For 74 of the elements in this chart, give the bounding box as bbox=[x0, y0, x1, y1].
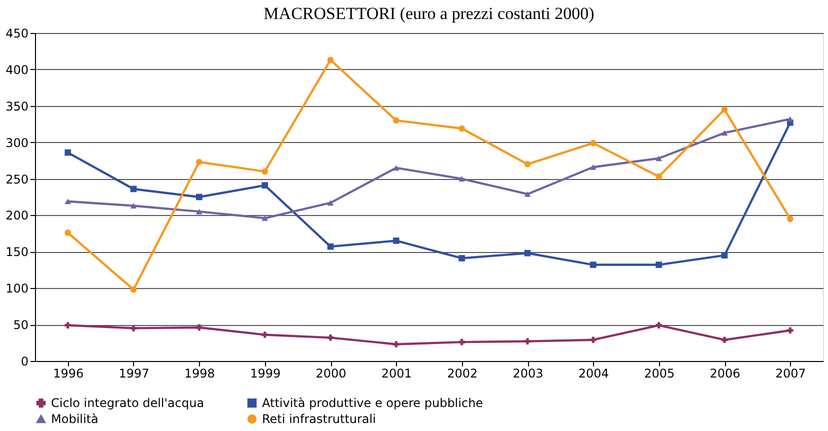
point bbox=[262, 182, 268, 188]
x-tick-label: 2003 bbox=[512, 366, 544, 380]
x-tick-label: 1996 bbox=[53, 366, 84, 380]
point bbox=[524, 191, 531, 197]
y-tick-label: 300 bbox=[6, 136, 28, 150]
x-tick-label: 2007 bbox=[775, 366, 806, 380]
point bbox=[590, 164, 596, 170]
y-tick-label: 200 bbox=[6, 208, 28, 223]
point bbox=[656, 156, 662, 162]
point bbox=[327, 56, 334, 64]
x-tick-label: 1997 bbox=[118, 366, 150, 380]
point bbox=[458, 176, 465, 182]
y-tick-label: 450 bbox=[6, 26, 28, 40]
chart-title: MACROSETTORI (euro a prezzi costanti 2000) bbox=[264, 4, 594, 23]
point bbox=[787, 116, 794, 122]
point bbox=[458, 255, 465, 262]
y-tick-label: 0 bbox=[20, 354, 28, 368]
point bbox=[524, 161, 531, 168]
point bbox=[393, 165, 400, 171]
point bbox=[721, 252, 728, 258]
point bbox=[458, 125, 465, 132]
point bbox=[524, 338, 531, 344]
point bbox=[590, 262, 596, 268]
point bbox=[262, 215, 268, 221]
point bbox=[656, 173, 662, 180]
point bbox=[787, 327, 794, 334]
x-tick-label: 2000 bbox=[316, 366, 346, 380]
point bbox=[590, 140, 596, 146]
point bbox=[721, 336, 728, 344]
point bbox=[327, 200, 334, 206]
point bbox=[262, 332, 268, 338]
point bbox=[130, 186, 137, 192]
y-tick-label: 50 bbox=[13, 318, 28, 332]
point bbox=[656, 262, 662, 268]
point bbox=[393, 238, 400, 244]
y-tick-label: 100 bbox=[6, 282, 28, 296]
point bbox=[130, 203, 137, 208]
point bbox=[787, 216, 794, 222]
point bbox=[64, 230, 71, 236]
point bbox=[196, 158, 202, 166]
x-tick-label: 1999 bbox=[250, 366, 281, 380]
point bbox=[721, 106, 728, 113]
point bbox=[196, 194, 202, 200]
point bbox=[393, 341, 400, 348]
y-tick-label: 400 bbox=[6, 62, 28, 77]
point bbox=[327, 243, 334, 250]
point bbox=[327, 334, 334, 341]
legend-label: Ciclo integrato dell'acqua bbox=[51, 396, 204, 410]
point bbox=[590, 336, 596, 344]
point bbox=[196, 324, 202, 331]
y-tick-label: 250 bbox=[6, 172, 28, 186]
x-tick-label: 2006 bbox=[710, 366, 740, 380]
point bbox=[130, 286, 137, 293]
point bbox=[656, 322, 662, 328]
point bbox=[196, 208, 202, 214]
x-tick-label: 2004 bbox=[578, 366, 609, 380]
legend-label: Mobilità bbox=[51, 412, 98, 426]
point bbox=[524, 250, 531, 256]
point bbox=[458, 338, 465, 346]
point bbox=[130, 325, 137, 332]
point bbox=[64, 198, 71, 204]
point bbox=[393, 117, 400, 124]
point bbox=[721, 130, 728, 136]
point bbox=[262, 168, 268, 175]
legend-label: Reti infrastrutturali bbox=[262, 412, 376, 426]
point bbox=[64, 322, 71, 328]
legend-label: Attività produttive e opere pubbliche bbox=[262, 396, 484, 410]
y-tick-label: 350 bbox=[6, 99, 28, 114]
y-tick-label: 150 bbox=[6, 245, 28, 260]
point bbox=[64, 149, 71, 156]
x-tick-label: 2005 bbox=[644, 366, 675, 380]
x-tick-label: 2002 bbox=[447, 366, 478, 380]
x-tick-label: 2001 bbox=[381, 366, 412, 380]
x-tick-label: 1998 bbox=[184, 366, 215, 380]
